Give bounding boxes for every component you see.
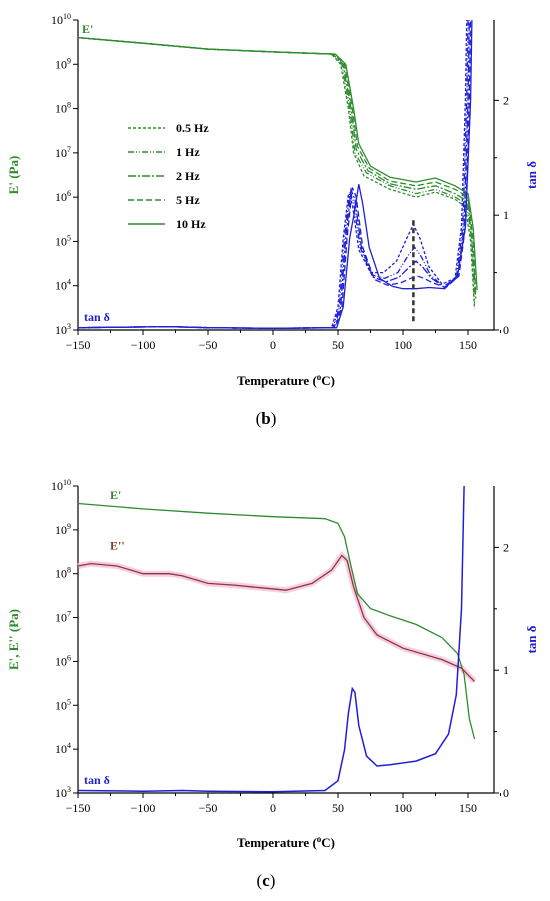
y-left-tick-label: 107 xyxy=(55,145,71,160)
series-storage xyxy=(77,502,476,740)
label-loss: E'' xyxy=(110,539,125,553)
legend-label: 5 Hz xyxy=(176,193,200,207)
series-loss-halo xyxy=(77,550,477,684)
series-storage-4 xyxy=(77,36,478,291)
series-tan-2 xyxy=(77,19,470,329)
y-right-tick-label: 1 xyxy=(503,663,509,677)
series-tan-3 xyxy=(77,19,472,329)
series-tan-4 xyxy=(77,19,473,329)
panel-label: (c) xyxy=(257,871,276,890)
panel-label: (b) xyxy=(256,409,277,428)
y-right-axis-title: tan δ xyxy=(524,161,539,189)
series-tan-1 xyxy=(77,19,469,329)
x-tick-label: 150 xyxy=(459,338,477,352)
x-tick-label: −50 xyxy=(199,338,218,352)
x-tick-label: −150 xyxy=(66,801,91,815)
x-tick-label: −50 xyxy=(199,801,218,815)
y-right-axis-title: tan δ xyxy=(524,625,539,653)
y-right-tick-label: 1 xyxy=(503,208,509,222)
series-tan-0 xyxy=(77,19,468,329)
y-left-tick-label: 106 xyxy=(55,189,71,204)
y-right-tick-label: 2 xyxy=(503,540,509,554)
label-tan: tan δ xyxy=(84,773,110,787)
x-axis-title: Temperature (oC) xyxy=(237,834,335,850)
series-loss xyxy=(77,554,475,682)
y-left-tick-label: 108 xyxy=(55,101,71,116)
x-tick-label: 100 xyxy=(394,801,412,815)
label-tan: tan δ xyxy=(84,310,110,324)
x-tick-label: 0 xyxy=(270,801,276,815)
y-left-tick-label: 109 xyxy=(55,56,71,71)
y-left-tick-label: 104 xyxy=(55,741,71,756)
label-storage: E' xyxy=(82,22,93,36)
y-right-tick-label: 0 xyxy=(503,323,509,337)
x-tick-label: −100 xyxy=(131,801,156,815)
panel-b: −150 −100 −50 0 50 100 15010310410510610710810… xyxy=(6,12,539,428)
x-tick-label: 100 xyxy=(394,338,412,352)
y-left-tick-label: 1010 xyxy=(51,12,71,27)
x-tick-label: 50 xyxy=(332,338,344,352)
x-tick-label: 150 xyxy=(459,801,477,815)
y-left-tick-label: 109 xyxy=(55,522,71,537)
series-tan xyxy=(77,485,465,793)
y-left-axis-title: E' (Pa) xyxy=(6,156,21,195)
legend-label: 2 Hz xyxy=(176,169,200,183)
series-storage-3 xyxy=(77,36,477,296)
legend: 0.5 Hz 1 Hz 2 Hz 5 Hz 10 Hz xyxy=(128,121,209,231)
y-left-tick-label: 103 xyxy=(55,785,71,800)
series-storage-1 xyxy=(77,36,476,304)
series-storage-2 xyxy=(77,36,477,300)
x-axis-title: Temperature (oC) xyxy=(237,372,335,388)
x-tick-label: 0 xyxy=(270,338,276,352)
y-left-tick-label: 103 xyxy=(55,322,71,337)
y-right-tick-label: 0 xyxy=(503,786,509,800)
y-left-tick-label: 108 xyxy=(55,566,71,581)
y-left-tick-label: 105 xyxy=(55,233,71,248)
y-left-axis-title: E', E'' (Pa) xyxy=(6,609,21,670)
x-tick-label: −150 xyxy=(66,338,91,352)
legend-label: 0.5 Hz xyxy=(176,121,209,135)
y-left-tick-label: 1010 xyxy=(51,478,71,493)
label-storage: E' xyxy=(110,488,121,502)
legend-label: 1 Hz xyxy=(176,145,200,159)
panel-c: −150 −100 −50 0 50 100 15010310410510610710810… xyxy=(6,478,539,890)
y-right-tick-label: 2 xyxy=(503,93,509,107)
y-left-tick-label: 104 xyxy=(55,278,71,293)
y-left-tick-label: 105 xyxy=(55,697,71,712)
x-tick-label: 50 xyxy=(332,801,344,815)
y-left-tick-label: 107 xyxy=(55,610,71,625)
legend-label: 10 Hz xyxy=(176,217,206,231)
series-storage-0 xyxy=(77,36,476,309)
x-tick-label: −100 xyxy=(131,338,156,352)
y-left-tick-label: 106 xyxy=(55,653,71,668)
